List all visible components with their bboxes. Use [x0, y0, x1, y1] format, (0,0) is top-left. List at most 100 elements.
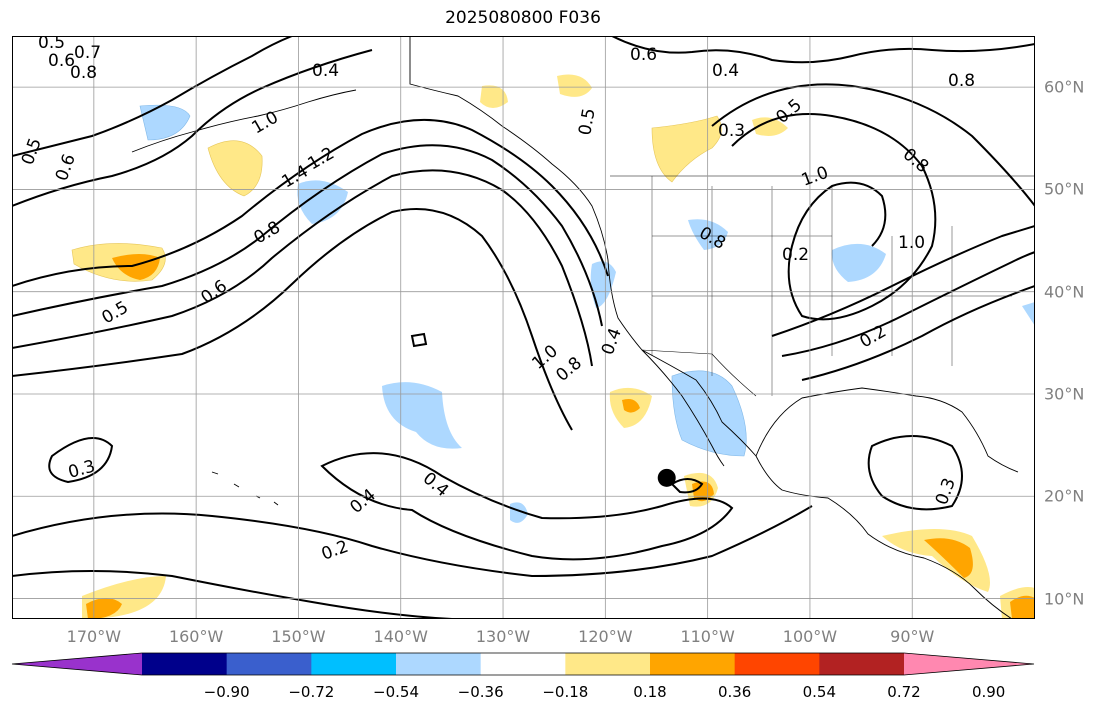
latitude-label: 40°N	[1044, 282, 1085, 302]
shade-negative	[590, 261, 616, 308]
colorbar	[11, 652, 1035, 676]
contour-label: 0.3	[718, 121, 745, 141]
contour-label: 0.8	[70, 63, 97, 83]
contour-label: 0.8	[899, 145, 933, 178]
shade-negative	[382, 382, 462, 449]
contour-label: 0.2	[782, 245, 809, 265]
contour-label: 0.6	[48, 51, 75, 71]
longitude-label: 120°W	[578, 627, 633, 646]
colorbar-segment	[819, 653, 905, 675]
contour-line	[12, 169, 593, 367]
gulf-coastline	[755, 387, 1019, 473]
contour-line	[711, 83, 1035, 207]
shade-positive-core	[86, 598, 122, 619]
colorbar-segment	[396, 653, 482, 675]
contour-label: 1.0	[799, 163, 831, 191]
contour-label: 1.0	[249, 107, 282, 138]
colorbar-segment	[480, 653, 566, 675]
contour-label: 0.5	[99, 297, 132, 328]
longitude-label: 150°W	[271, 627, 326, 646]
alaska-coastline	[409, 36, 1013, 619]
latitude-label: 20°N	[1044, 486, 1085, 506]
coastline-layer	[131, 36, 1035, 619]
contour-label: 0.7	[74, 43, 101, 63]
shade-positive-core	[622, 399, 640, 413]
colorbar-segment	[311, 653, 397, 675]
contour-label: 1.2	[305, 143, 338, 174]
contour-line	[12, 49, 373, 207]
map-title: 2025080800 F036	[445, 8, 601, 28]
longitude-label: 160°W	[168, 627, 224, 646]
shading-layer	[71, 74, 1035, 619]
shade-positive	[651, 115, 722, 183]
shade-negative	[831, 243, 886, 282]
colorbar-tick-label: −0.90	[203, 683, 250, 701]
contour-label: 1.0	[898, 233, 925, 253]
shade-positive-core	[924, 538, 973, 578]
colorbar-segment	[226, 653, 312, 675]
storm-center-marker[interactable]	[657, 468, 676, 487]
colorbar-tick-label: −0.72	[288, 683, 335, 701]
contour-line	[12, 118, 609, 287]
aleutian-arc	[131, 89, 357, 153]
contour-line	[771, 225, 1035, 337]
colorbar-tick-label: −0.36	[457, 683, 504, 701]
contour-layer	[12, 36, 1035, 619]
contour-label: 0.6	[52, 151, 80, 183]
latitude-label: 60°N	[1044, 77, 1085, 97]
colorbar-tick-label: −0.18	[542, 683, 589, 701]
longitude-label: 170°W	[66, 627, 122, 646]
state-borders	[651, 176, 1012, 396]
map-frame	[12, 36, 1035, 619]
contour-line	[12, 144, 603, 327]
contour-line	[867, 435, 963, 511]
latitude-label: 30°N	[1044, 384, 1085, 404]
longitude-label: 90°W	[890, 627, 935, 646]
colorbar-tick-label: 0.18	[633, 683, 667, 701]
shade-positive	[480, 85, 508, 108]
contour-label: 0.5	[38, 36, 65, 53]
shade-positive-core	[1010, 595, 1035, 619]
shade-positive	[557, 74, 592, 97]
contour-line	[320, 452, 734, 561]
longitude-label: 140°W	[373, 627, 428, 646]
contour-label: 0.5	[575, 107, 599, 137]
contour-line	[801, 285, 1035, 381]
contour-line	[670, 478, 704, 494]
contour-line	[12, 570, 453, 619]
colorbar-tick-label: 0.54	[802, 683, 837, 701]
contour-line	[611, 36, 1035, 64]
longitude-label: 110°W	[680, 627, 735, 646]
latitude-label: 10°N	[1044, 589, 1085, 609]
contour-line	[12, 208, 573, 431]
latitude-label: 50°N	[1044, 179, 1085, 199]
colorbar-extend-high	[904, 653, 1034, 675]
shade-positive	[207, 140, 263, 197]
contour-label: 0.8	[948, 71, 975, 91]
contour-label: 0.2	[319, 537, 351, 565]
contour-line	[731, 113, 937, 321]
contour-label: 0.3	[932, 475, 960, 507]
hawaii-islands	[211, 471, 279, 506]
contour-label: 0.6	[630, 45, 657, 65]
map-plot[interactable]: 0.5 0.6 0.7 0.8 0.4 1.0 1.4 1.2 0.8 0.6 …	[12, 36, 1035, 619]
shade-negative	[671, 370, 747, 457]
colorbar-tick-label: 0.90	[971, 683, 1006, 701]
colorbar-outline	[11, 652, 1035, 676]
shade-negative	[510, 502, 528, 523]
contour-line	[781, 251, 1035, 357]
shade-negative	[297, 180, 348, 224]
colorbar-segment	[142, 653, 228, 675]
contour-label: 0.3	[66, 457, 97, 483]
longitude-label: 100°W	[782, 627, 838, 646]
longitude-label: 130°W	[475, 627, 531, 646]
shade-negative	[1022, 302, 1035, 326]
contour-label: 0.5	[18, 135, 46, 167]
contour-label: 0.4	[598, 325, 626, 357]
contour-label: 0.4	[312, 61, 339, 81]
contour-line	[12, 505, 813, 578]
colorbar-segment	[734, 653, 820, 675]
contour-line	[410, 332, 428, 348]
contour-line	[48, 437, 114, 484]
contour-line	[12, 36, 293, 157]
